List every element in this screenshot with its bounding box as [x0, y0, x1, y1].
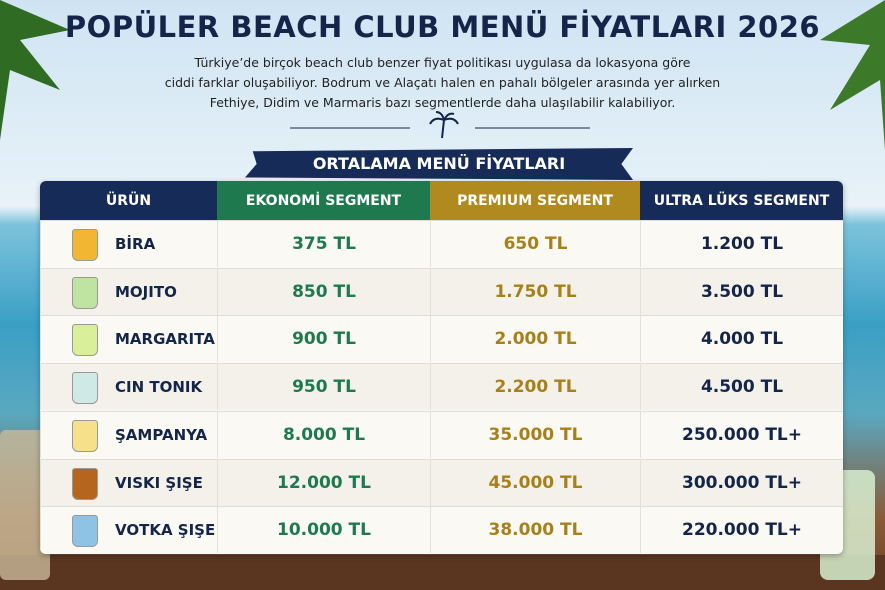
price: 375 TL: [217, 220, 430, 267]
description-line: ciddi farklar oluşabiliyor. Bodrum ve Al…: [164, 75, 721, 90]
palm-left: [0, 0, 70, 140]
price: 650 TL: [430, 220, 640, 267]
product-name: VISKI ŞIŞE: [40, 458, 217, 506]
price: 2.000 TL: [430, 315, 640, 363]
product-name: BİRA: [40, 220, 217, 267]
price: 1.200 TL: [640, 220, 843, 267]
description-line: Türkiye’de birçok beach club benzer fiya…: [194, 55, 691, 70]
palm-icon: [429, 111, 459, 139]
banner: ORTALAMA MENÜ FİYATLARI: [245, 148, 633, 180]
price: 12.000 TL: [217, 458, 430, 506]
price: 35.000 TL: [430, 410, 640, 458]
palm-right: [820, 0, 885, 150]
drink-icon: [72, 372, 98, 405]
column-header: EKONOMİ SEGMENT: [217, 181, 430, 220]
product-name: CIN TONIK: [40, 363, 217, 411]
price: 900 TL: [217, 315, 430, 363]
column-header: ÜRÜN: [40, 181, 217, 220]
price: 950 TL: [217, 363, 430, 411]
price-table: ÜRÜN EKONOMİ SEGMENT PREMIUM SEGMENT ULTRA …: [40, 181, 843, 554]
price: 1.750 TL: [430, 267, 640, 315]
price: 38.000 TL: [430, 506, 640, 554]
drink-icon: [72, 467, 98, 500]
price: 45.000 TL: [430, 458, 640, 506]
drink-icon: [72, 515, 98, 548]
wood-table: [0, 555, 885, 590]
price: 2.200 TL: [430, 363, 640, 411]
price: 250.000 TL+: [640, 410, 843, 458]
price: 850 TL: [217, 267, 430, 315]
product-name: ŞAMPANYA: [40, 410, 217, 458]
price: 10.000 TL: [217, 506, 430, 554]
price: 3.500 TL: [640, 267, 843, 315]
product-name: MOJITO: [40, 267, 217, 315]
price: 8.000 TL: [217, 410, 430, 458]
drink-icon: [72, 324, 98, 357]
price: 4.000 TL: [640, 315, 843, 363]
drink-icon: [72, 419, 98, 452]
title: POPÜLER BEACH CLUB MENÜ FİYATLARI 2026: [64, 10, 821, 44]
product-name: MARGARITA: [40, 315, 217, 363]
ice-bucket: [0, 430, 50, 580]
price: 4.500 TL: [640, 363, 843, 411]
price: 220.000 TL+: [640, 506, 843, 554]
price: 300.000 TL+: [640, 458, 843, 506]
drink-icon: [72, 276, 98, 309]
column-header: PREMIUM SEGMENT: [430, 181, 640, 220]
description-line: Fethiye, Didim ve Marmaris bazı segmentl…: [209, 95, 676, 110]
product-name: VOTKA ŞIŞE: [40, 506, 217, 554]
drink-icon: [72, 229, 98, 261]
column-header: ULTRA LÜKS SEGMENT: [640, 181, 843, 220]
